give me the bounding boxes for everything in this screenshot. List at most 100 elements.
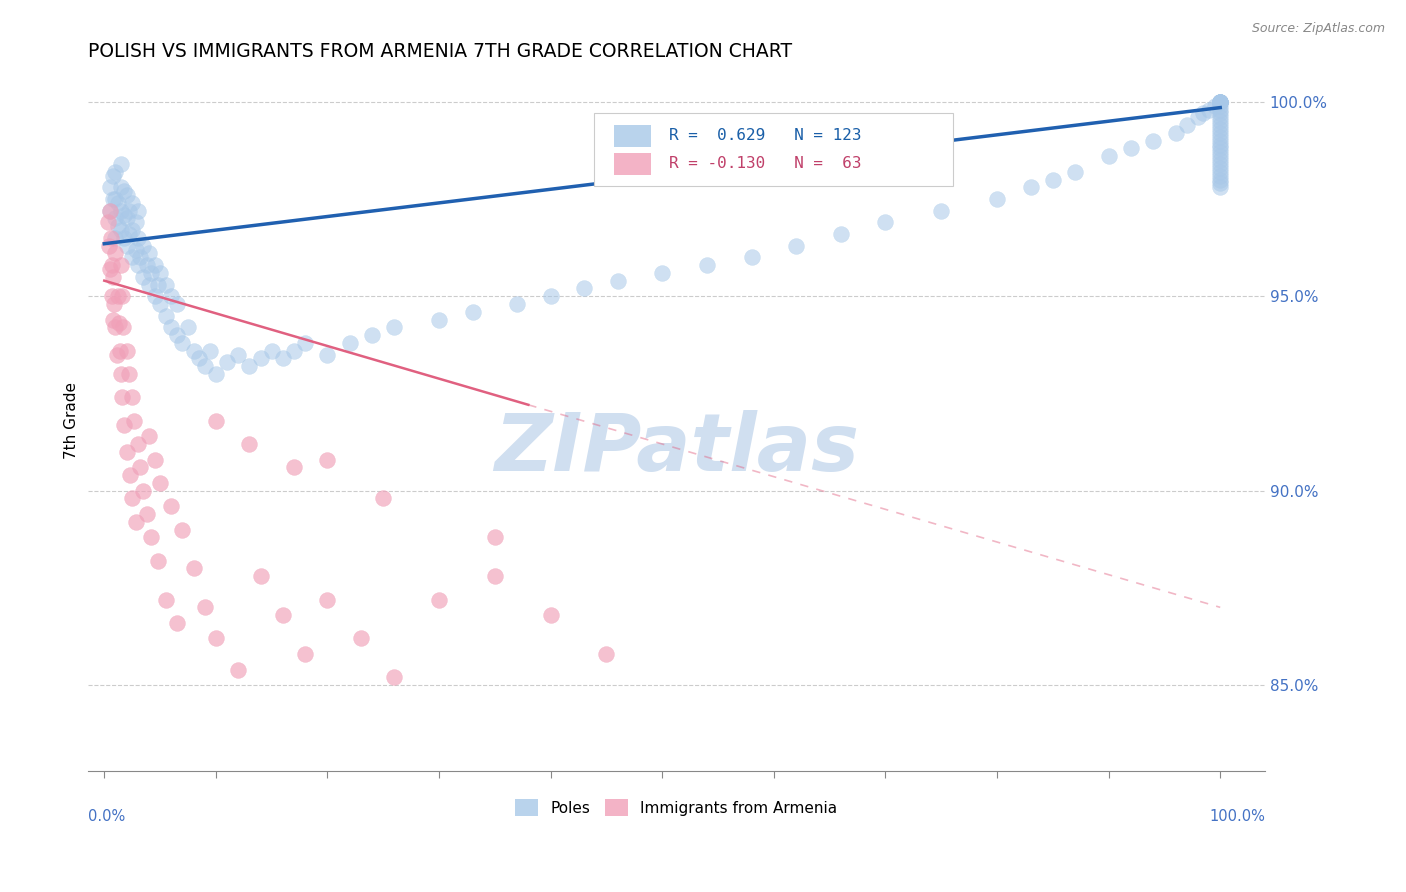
Point <box>103 297 125 311</box>
Point <box>1209 157 1232 171</box>
Point <box>105 347 128 361</box>
Point <box>1209 145 1232 160</box>
Point <box>121 491 143 506</box>
Point <box>1209 149 1232 163</box>
Point <box>110 367 132 381</box>
Point <box>115 343 138 358</box>
Point <box>103 312 125 326</box>
Point <box>115 444 138 458</box>
Point <box>132 483 155 498</box>
Point <box>112 208 135 222</box>
Point <box>427 592 450 607</box>
Y-axis label: 7th Grade: 7th Grade <box>65 382 79 459</box>
Point <box>138 277 160 292</box>
Point <box>1164 126 1187 140</box>
Point <box>166 297 188 311</box>
Point <box>146 277 169 292</box>
Point <box>101 258 124 272</box>
Point <box>143 452 166 467</box>
Point <box>271 608 294 623</box>
Text: R = -0.130   N =  63: R = -0.130 N = 63 <box>669 156 862 171</box>
Point <box>238 359 260 374</box>
Point <box>121 195 143 210</box>
Point <box>138 429 160 443</box>
Point <box>1209 106 1232 120</box>
Point <box>595 647 617 661</box>
Point <box>194 600 217 615</box>
Point <box>115 211 138 226</box>
Point <box>115 238 138 252</box>
Point <box>1175 118 1198 132</box>
Point <box>124 215 146 229</box>
Point <box>111 390 134 404</box>
Point <box>100 231 122 245</box>
Point <box>97 215 120 229</box>
Point <box>200 343 222 358</box>
Point <box>1209 180 1232 194</box>
Point <box>149 475 172 490</box>
Point <box>110 223 132 237</box>
Point <box>785 238 807 252</box>
Point <box>1209 95 1232 109</box>
Point <box>1209 95 1232 109</box>
Point <box>183 343 205 358</box>
Point <box>1192 106 1215 120</box>
Point <box>110 258 132 272</box>
Point <box>149 266 172 280</box>
Point <box>651 266 673 280</box>
Point <box>107 317 129 331</box>
Point <box>143 258 166 272</box>
Point <box>155 277 177 292</box>
Point <box>177 320 200 334</box>
Point <box>141 530 163 544</box>
Bar <box>614 153 651 175</box>
Point <box>135 258 157 272</box>
Point <box>1198 103 1220 117</box>
Point <box>361 328 384 343</box>
Point <box>108 343 131 358</box>
Point <box>316 592 339 607</box>
Point <box>384 670 406 684</box>
Point <box>1209 165 1232 179</box>
Text: R =  0.629   N = 123: R = 0.629 N = 123 <box>669 128 862 144</box>
Point <box>110 180 132 194</box>
Point <box>194 359 217 374</box>
Point <box>127 203 149 218</box>
Point <box>205 414 228 428</box>
Point <box>1142 134 1164 148</box>
Point <box>1187 111 1209 125</box>
Point <box>141 266 163 280</box>
Text: 0.0%: 0.0% <box>87 809 125 824</box>
Point <box>127 258 149 272</box>
Point <box>260 343 283 358</box>
Point <box>1209 161 1232 175</box>
Point <box>373 491 395 506</box>
Point <box>506 297 529 311</box>
Point <box>572 281 595 295</box>
Point <box>110 157 132 171</box>
Point <box>107 219 129 234</box>
Point <box>166 615 188 630</box>
Point <box>146 554 169 568</box>
Point <box>129 250 152 264</box>
Point <box>696 258 718 272</box>
Point <box>461 305 484 319</box>
Point <box>1209 137 1232 152</box>
Point <box>484 569 506 583</box>
Point <box>124 243 146 257</box>
Point <box>103 269 125 284</box>
Point <box>929 203 952 218</box>
Point <box>97 238 120 252</box>
Text: POLISH VS IMMIGRANTS FROM ARMENIA 7TH GRADE CORRELATION CHART: POLISH VS IMMIGRANTS FROM ARMENIA 7TH GR… <box>87 42 792 61</box>
Point <box>112 320 135 334</box>
Point <box>160 289 183 303</box>
Point <box>183 561 205 575</box>
Point <box>1042 172 1064 186</box>
Point <box>1064 165 1087 179</box>
Point <box>1209 98 1232 112</box>
Point <box>124 515 146 529</box>
Point <box>316 452 339 467</box>
Point <box>132 269 155 284</box>
Point <box>1209 134 1232 148</box>
Point <box>107 289 129 303</box>
